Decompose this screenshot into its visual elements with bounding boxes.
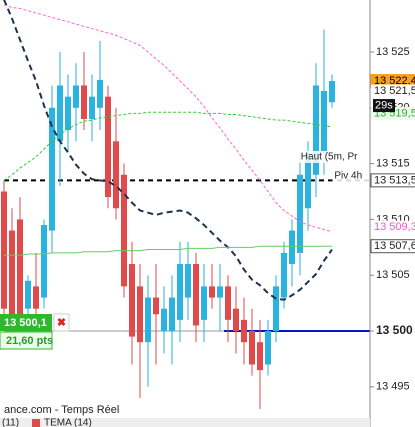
position-price: 13 500,1 — [4, 317, 47, 329]
candle-body — [1, 191, 7, 309]
level-label-bg — [332, 169, 370, 182]
candle-body — [257, 342, 263, 371]
y-tick-label: 13 515 — [376, 158, 410, 170]
countdown-bg — [373, 99, 395, 113]
price-tag-bg — [371, 220, 415, 234]
overlay-line — [4, 245, 332, 256]
candle-body — [273, 286, 279, 332]
position-pnl: 21,60 pts — [6, 335, 53, 347]
candle-body — [305, 152, 311, 209]
overlay-line — [3, 111, 333, 181]
legend-entry: (11) — [2, 418, 19, 427]
candle-body — [121, 174, 127, 287]
candle-body — [217, 286, 223, 298]
price-tag: 13 507,6 — [374, 240, 415, 252]
candle-body — [57, 85, 63, 142]
countdown: 29s — [375, 99, 393, 111]
candle-body — [177, 264, 183, 320]
candle-body — [105, 96, 111, 198]
candle-body — [65, 96, 71, 131]
candle-body — [193, 264, 199, 326]
plot-area: Haut (5m, Pr Piv 4h — [1, 0, 370, 410]
candle-body — [233, 308, 239, 332]
candle-body — [145, 297, 151, 343]
position-price-bg — [0, 314, 52, 331]
source-label: ance.com - Temps Réel — [4, 404, 119, 416]
y-tick-label: 13 505 — [376, 269, 410, 281]
candle-body — [209, 286, 215, 298]
pnl-bg — [0, 331, 53, 350]
price-tag: 13 509,3 — [374, 221, 415, 233]
candle-body — [153, 297, 159, 315]
candle-body — [313, 85, 319, 175]
candle-body — [137, 286, 143, 343]
price-tag: 13 513,5 — [374, 174, 415, 186]
level-label: Haut (5m, Pr — [301, 152, 358, 163]
legend-entry: TEMA (14) — [44, 418, 92, 427]
candle-body — [321, 91, 327, 153]
price-tag: 13 522,4 — [374, 75, 415, 87]
y-tick-label: 13 495 — [376, 381, 410, 393]
candle-body — [9, 230, 15, 326]
candle-body — [97, 79, 103, 108]
price-tag-bg — [370, 239, 415, 254]
candle-body — [161, 308, 167, 332]
legend-bar — [0, 418, 370, 427]
candle-body — [73, 85, 79, 108]
candle-body — [81, 85, 87, 119]
candle-body — [185, 264, 191, 298]
candle-body — [265, 331, 271, 365]
candle-body — [329, 81, 335, 103]
candle-body — [225, 286, 231, 320]
candle-body — [113, 141, 119, 209]
y-tick-label: 13 500 — [376, 323, 413, 337]
candle-body — [281, 252, 287, 298]
legend-swatch — [32, 419, 40, 427]
overlay-line — [3, 0, 333, 301]
price-tag-bg — [370, 173, 415, 188]
price-axis — [370, 0, 415, 427]
candle-body — [25, 280, 31, 309]
y-tick-label: 13 525 — [376, 46, 410, 58]
overlay-line — [3, 4, 333, 233]
candle-body — [297, 174, 303, 253]
price-tag: 13 521,5 — [374, 85, 415, 97]
candle-body — [249, 331, 255, 365]
candle-body — [89, 96, 95, 119]
candle-body — [201, 286, 207, 320]
candle-body — [169, 297, 175, 332]
candle-body — [241, 319, 247, 343]
candle-body — [17, 219, 23, 320]
price-tag-bg — [371, 84, 415, 98]
level-label-bg — [298, 150, 370, 163]
candle-body — [129, 264, 135, 337]
close-icon[interactable]: ✖ — [57, 317, 66, 329]
candle-body — [33, 286, 39, 309]
candle-body — [289, 230, 295, 265]
position-box: 13 500,1 ✖ 21,60 pts — [0, 313, 70, 350]
candle-body — [41, 224, 47, 298]
candle-body — [49, 107, 55, 231]
level-label: Piv 4h — [334, 171, 362, 182]
close-button[interactable] — [53, 313, 70, 332]
